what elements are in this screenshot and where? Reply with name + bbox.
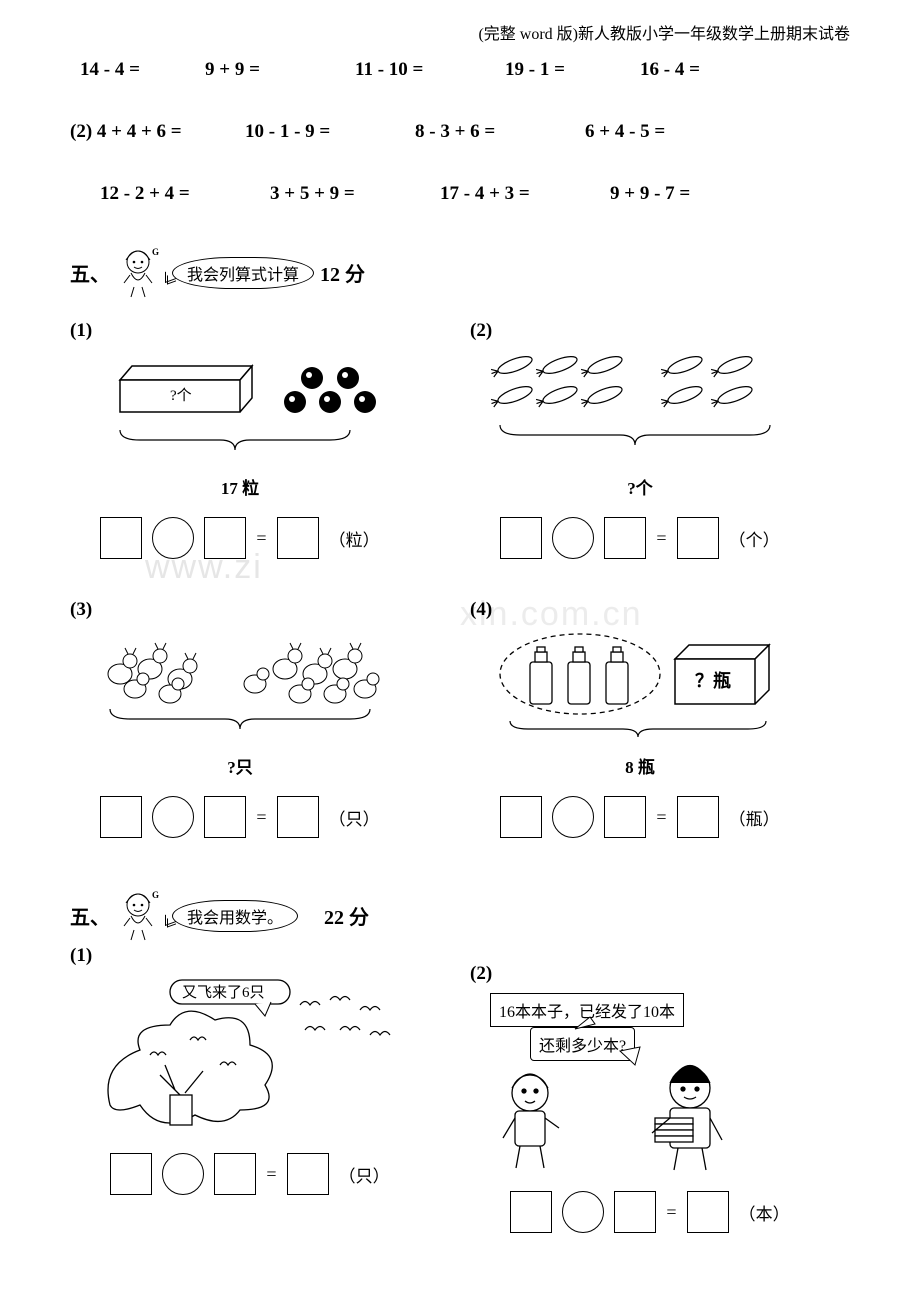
answer-box[interactable] [110, 1153, 152, 1195]
section-bubble: 我会列算式计算 [172, 257, 314, 289]
eq: 3 + 5 + 9 = [270, 183, 440, 205]
answer-box[interactable] [510, 1191, 552, 1233]
section-points: 22 分 [324, 901, 369, 930]
answer-box[interactable] [677, 796, 719, 838]
answer-box[interactable] [277, 796, 319, 838]
equals: = [656, 807, 666, 828]
kid-icon: G [116, 888, 166, 943]
answer-box[interactable] [277, 517, 319, 559]
equals: = [656, 528, 666, 549]
section-5a-head: 五、 G 我会列算式计算 12 分 [70, 245, 850, 300]
equation-row-1: 14 - 4 = 9 + 9 = 11 - 10 = 19 - 1 = 16 -… [70, 59, 850, 81]
problem-label: (3) [70, 599, 410, 621]
problem-2: (2) [470, 320, 810, 559]
answer-unit: （只） [329, 805, 380, 830]
answer-unit: （粒） [329, 526, 380, 551]
problem-b1-figure: 又飞来了6只 [90, 975, 410, 1135]
answer-unit: （本） [739, 1200, 790, 1225]
problem-b1: (1) 又飞来了6只 [70, 963, 430, 1233]
section-number: 五、 [70, 258, 110, 287]
section-5b-head: 五、 G 我会用数学。 22 分 [70, 888, 850, 943]
answer-box[interactable] [204, 517, 246, 559]
callout-text: 又飞来了6只 [182, 984, 265, 1001]
box-text: ?个 [170, 387, 192, 404]
answer-box[interactable] [604, 796, 646, 838]
page-header-note: (完整 word 版)新人教版小学一年级数学上册期末试卷 [70, 20, 850, 44]
answer-box[interactable] [100, 517, 142, 559]
equals: = [256, 528, 266, 549]
equation-row-3: 12 - 2 + 4 = 3 + 5 + 9 = 17 - 4 + 3 = 9 … [70, 183, 850, 205]
eq: 17 - 4 + 3 = [440, 183, 610, 205]
eq: 10 - 1 - 9 = [245, 121, 415, 143]
answer-box[interactable] [614, 1191, 656, 1233]
problem-4-figure: ？瓶 [490, 629, 790, 749]
problems-a: (1) ?个 17 粒 [70, 320, 850, 838]
problem-b2-figure [470, 993, 790, 1173]
problem-label: (4) [470, 599, 810, 621]
equals: = [666, 1202, 676, 1223]
section-points: 12 分 [320, 258, 365, 287]
problem-caption: 8 瓶 [470, 753, 810, 778]
problem-b2: (2) 16本本子，已经发了10本 还剩多少本? [470, 963, 830, 1233]
problem-caption: ?只 [70, 753, 410, 778]
answer-box[interactable] [500, 796, 542, 838]
problem-caption: ?个 [470, 474, 810, 499]
eq: 6 + 4 - 5 = [585, 121, 665, 143]
eq: 12 - 2 + 4 = [100, 183, 270, 205]
problem-3-figure [90, 629, 390, 739]
problem-label: (2) [470, 963, 830, 985]
answer-row: = （本） [470, 1191, 830, 1233]
answer-box[interactable] [500, 517, 542, 559]
answer-op[interactable] [552, 517, 594, 559]
problem-label: (1) [70, 320, 410, 342]
eq: 8 - 3 + 6 = [415, 121, 585, 143]
problem-4: (4) ？瓶 8 瓶 = [470, 599, 810, 838]
equals: = [256, 807, 266, 828]
svg-text:？瓶: ？瓶 [695, 671, 731, 691]
section-bubble: 我会用数学。 [172, 900, 298, 932]
answer-unit: （个） [729, 526, 780, 551]
problem-3: (3) [70, 599, 410, 838]
answer-row: = （只） [70, 1153, 430, 1195]
answer-box[interactable] [604, 517, 646, 559]
answer-box[interactable] [687, 1191, 729, 1233]
answer-row: = （粒） [70, 517, 410, 559]
eq: 14 - 4 = [80, 59, 205, 81]
answer-box[interactable] [100, 796, 142, 838]
eq: 9 + 9 = [205, 59, 355, 81]
answer-unit: （只） [339, 1162, 390, 1187]
answer-box[interactable] [287, 1153, 329, 1195]
svg-text:G: G [152, 890, 159, 900]
answer-op[interactable] [152, 796, 194, 838]
answer-op[interactable] [562, 1191, 604, 1233]
eq: (2) 4 + 4 + 6 = [70, 121, 245, 143]
eq: 9 + 9 - 7 = [610, 183, 690, 205]
answer-box[interactable] [677, 517, 719, 559]
answer-op[interactable] [162, 1153, 204, 1195]
eq: 16 - 4 = [640, 59, 700, 81]
problem-2-figure [490, 350, 790, 470]
kid-icon: G [116, 245, 166, 300]
problem-caption: 17 粒 [70, 474, 410, 499]
answer-row: = （瓶） [470, 796, 810, 838]
eq: 19 - 1 = [505, 59, 640, 81]
answer-box[interactable] [214, 1153, 256, 1195]
problem-1-figure: ?个 [90, 350, 390, 470]
answer-row: = （个） [470, 517, 810, 559]
problems-b: (1) 又飞来了6只 [70, 963, 850, 1233]
eq: 11 - 10 = [355, 59, 505, 81]
problem-label: (2) [470, 320, 810, 342]
answer-row: = （只） [70, 796, 410, 838]
equation-row-2: (2) 4 + 4 + 6 = 10 - 1 - 9 = 8 - 3 + 6 =… [70, 121, 850, 143]
answer-unit: （瓶） [729, 805, 780, 830]
section-number: 五、 [70, 901, 110, 930]
problem-label: (1) [70, 945, 430, 967]
equals: = [266, 1164, 276, 1185]
problem-1: (1) ?个 17 粒 [70, 320, 410, 559]
answer-op[interactable] [552, 796, 594, 838]
svg-text:G: G [152, 247, 159, 257]
answer-op[interactable] [152, 517, 194, 559]
answer-box[interactable] [204, 796, 246, 838]
